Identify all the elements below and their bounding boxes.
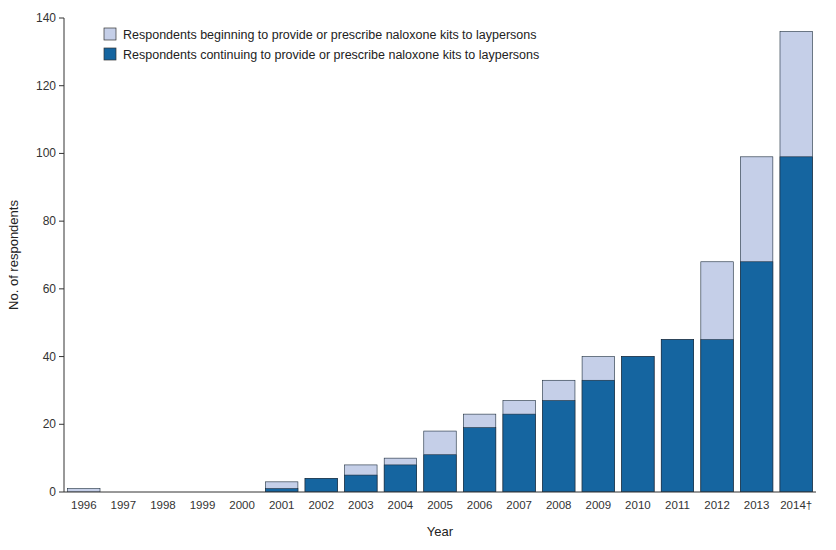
y-tick xyxy=(59,85,64,86)
x-axis-line xyxy=(64,492,816,493)
bar xyxy=(384,458,416,492)
y-tick-label: 120 xyxy=(36,79,56,93)
y-tick xyxy=(59,288,64,289)
x-tick-label: 2008 xyxy=(546,499,572,511)
x-tick-label: 2007 xyxy=(506,499,532,511)
y-tick xyxy=(59,356,64,357)
y-tick-label: 140 xyxy=(36,11,56,25)
x-tick-label: 1997 xyxy=(111,499,137,511)
bar xyxy=(424,455,456,492)
x-tick-label: 2004 xyxy=(388,499,414,511)
x-tick-label: 2000 xyxy=(229,499,255,511)
x-tick-label: 2010 xyxy=(625,499,651,511)
x-tick-label: 2011 xyxy=(665,499,690,511)
bar xyxy=(780,157,812,492)
bar xyxy=(661,340,693,492)
bar xyxy=(463,414,495,492)
bar xyxy=(345,465,377,492)
bars xyxy=(68,32,813,492)
bar xyxy=(384,465,416,492)
bar xyxy=(503,414,535,492)
x-tick-label: 2003 xyxy=(348,499,374,511)
bar xyxy=(740,157,772,492)
x-tick-label: 1999 xyxy=(190,499,216,511)
y-tick xyxy=(59,492,64,493)
bar xyxy=(701,262,733,492)
chart-container: 0 20 40 60 80 100 120 140 1996 1997 1998 1999 2000 20… xyxy=(0,0,836,550)
legend-label: Respondents continuing to provide or pre… xyxy=(123,48,539,62)
bar xyxy=(265,482,297,492)
y-tick-label: 80 xyxy=(43,214,57,228)
bar xyxy=(543,401,575,492)
y-axis-label: No. of respondents xyxy=(6,200,21,310)
y-tick xyxy=(59,424,64,425)
bar xyxy=(740,262,772,492)
bar xyxy=(582,380,614,492)
x-tick-label: 1996 xyxy=(71,499,97,511)
bar xyxy=(265,489,297,492)
bar xyxy=(543,380,575,492)
legend: Respondents beginning to provide or pres… xyxy=(104,28,539,62)
bar xyxy=(780,32,812,492)
legend-swatch xyxy=(104,48,116,60)
x-tick-label: 2002 xyxy=(308,499,334,511)
y-axis-line xyxy=(64,18,65,492)
x-axis-label: Year xyxy=(427,524,454,539)
y-tick xyxy=(59,18,64,19)
x-tick-label: 2009 xyxy=(586,499,612,511)
x-tick-label: 2001 xyxy=(269,499,295,511)
bar xyxy=(503,401,535,492)
bar xyxy=(701,340,733,492)
y-tick xyxy=(59,221,64,222)
x-tick-label: 2005 xyxy=(427,499,453,511)
y-tick-label: 20 xyxy=(43,417,57,431)
bar xyxy=(345,475,377,492)
x-tick-label: 1998 xyxy=(150,499,176,511)
bar xyxy=(424,431,456,492)
x-tick-label: 2014† xyxy=(780,499,812,511)
bar xyxy=(305,478,337,492)
legend-swatch xyxy=(104,28,116,40)
x-tick-label: 2013 xyxy=(744,499,770,511)
bar xyxy=(622,357,654,492)
x-tick-label: 2012 xyxy=(704,499,730,511)
y-tick xyxy=(59,153,64,154)
legend-item: Respondents beginning to provide or pres… xyxy=(104,28,536,42)
bar xyxy=(463,428,495,492)
y-tick-label: 100 xyxy=(36,146,56,160)
chart: 0 20 40 60 80 100 120 140 1996 1997 1998 1999 2000 20… xyxy=(0,0,836,550)
y-tick-label: 60 xyxy=(43,282,57,296)
y-tick-label: 0 xyxy=(49,485,56,499)
bar xyxy=(68,489,100,492)
legend-item: Respondents continuing to provide or pre… xyxy=(104,48,539,62)
bar xyxy=(622,357,654,492)
y-tick-label: 40 xyxy=(43,350,57,364)
legend-label: Respondents beginning to provide or pres… xyxy=(123,28,536,42)
bar xyxy=(582,357,614,492)
x-tick-label: 2006 xyxy=(467,499,493,511)
bar xyxy=(661,340,693,492)
bar xyxy=(305,478,337,492)
